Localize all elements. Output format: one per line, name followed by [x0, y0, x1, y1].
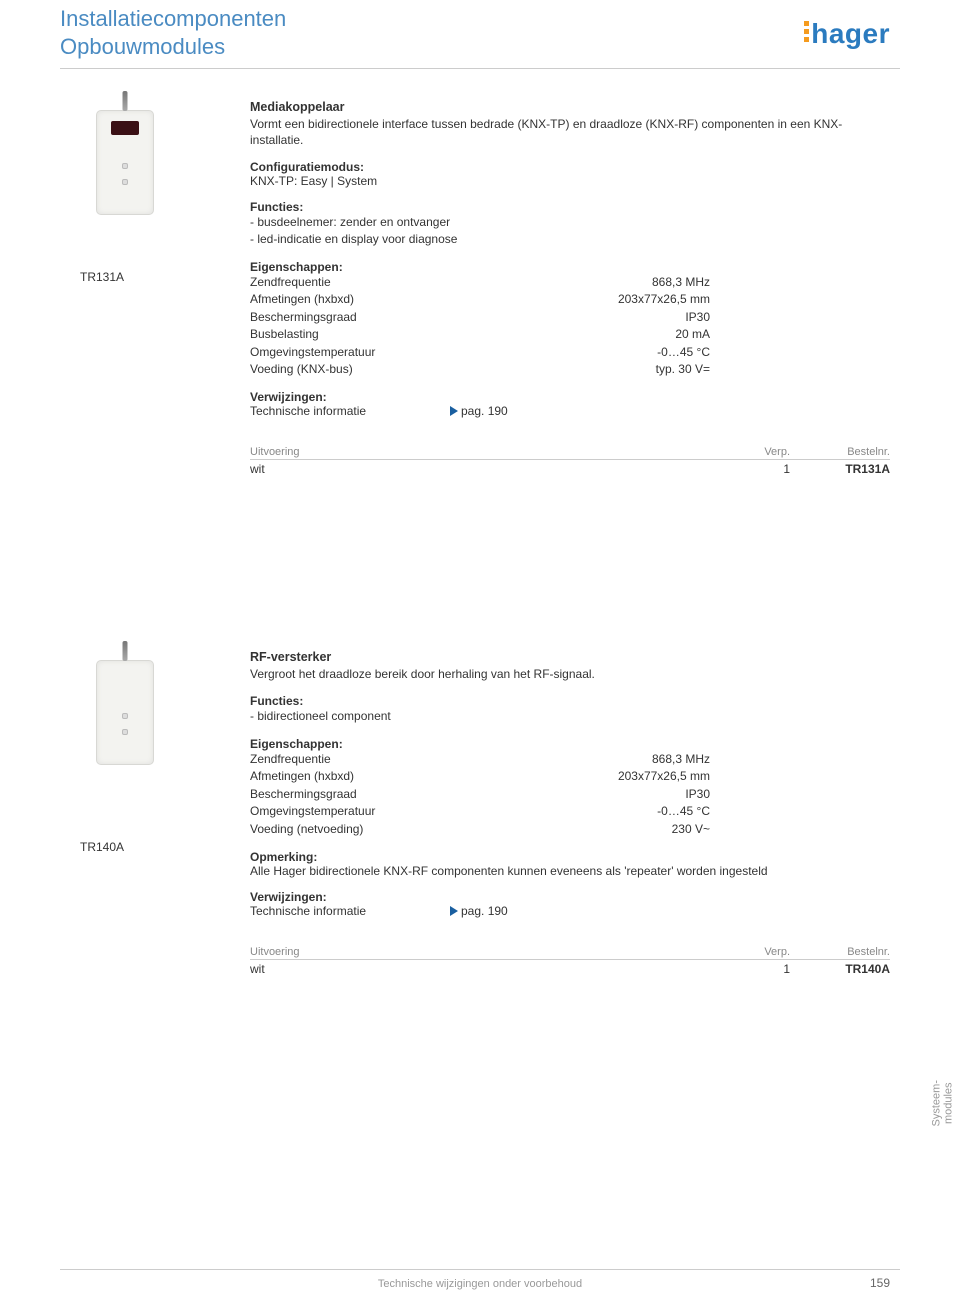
cell: TR131A: [790, 462, 890, 476]
product-description: Vormt een bidirectionele interface tusse…: [250, 116, 890, 148]
cell: 1: [730, 962, 790, 976]
col-header: Bestelnr.: [790, 946, 890, 958]
product-image: [90, 660, 160, 765]
prop-key: Beschermingsgraad: [250, 309, 450, 326]
table-row: wit 1 TR131A: [250, 460, 890, 476]
props-label: Eigenschappen:: [250, 737, 890, 751]
page-title: Installatiecomponenten Opbouwmodules: [60, 5, 286, 60]
list-item: - led-indicatie en display voor diagnose: [250, 231, 890, 248]
prop-key: Beschermingsgraad: [250, 786, 450, 803]
prop-val: IP30: [450, 309, 710, 326]
model-code: TR140A: [80, 840, 124, 854]
prop-val: IP30: [450, 786, 710, 803]
prop-key: Voeding (KNX-bus): [250, 361, 450, 378]
refs-label: Verwijzingen:: [250, 890, 890, 904]
prop-key: Busbelasting: [250, 326, 450, 343]
properties-table: Zendfrequentie868,3 MHz Afmetingen (hxbx…: [250, 274, 710, 378]
order-table: Uitvoering Verp. Bestelnr. wit 1 TR131A: [250, 446, 890, 476]
functions-list: - bidirectioneel component: [250, 708, 890, 725]
cell: wit: [250, 462, 730, 476]
title-line2: Opbouwmodules: [60, 34, 225, 59]
functions-label: Functies:: [250, 200, 890, 214]
config-label: Configuratiemodus:: [250, 160, 890, 174]
order-table: Uitvoering Verp. Bestelnr. wit 1 TR140A: [250, 946, 890, 976]
footer-rule: [60, 1269, 900, 1270]
reference-row: Technische informatie pag. 190: [250, 404, 710, 418]
col-header: Bestelnr.: [790, 446, 890, 458]
prop-val: 20 mA: [450, 326, 710, 343]
prop-val: typ. 30 V=: [450, 361, 710, 378]
ref-val: pag. 190: [461, 404, 508, 418]
properties-table: Zendfrequentie868,3 MHz Afmetingen (hxbx…: [250, 751, 710, 838]
prop-val: 868,3 MHz: [450, 751, 710, 768]
col-header: Verp.: [730, 446, 790, 458]
prop-val: -0…45 °C: [450, 344, 710, 361]
prop-val: 230 V~: [450, 821, 710, 838]
prop-key: Omgevingstemperatuur: [250, 344, 450, 361]
col-header: Verp.: [730, 946, 790, 958]
props-label: Eigenschappen:: [250, 260, 890, 274]
prop-key: Voeding (netvoeding): [250, 821, 450, 838]
functions-label: Functies:: [250, 694, 890, 708]
title-line1: Installatiecomponenten: [60, 6, 286, 31]
cell: wit: [250, 962, 730, 976]
prop-val: 203x77x26,5 mm: [450, 768, 710, 785]
list-item: - bidirectioneel component: [250, 708, 890, 725]
col-header: Uitvoering: [250, 946, 730, 958]
prop-key: Zendfrequentie: [250, 751, 450, 768]
header-rule: [60, 68, 900, 69]
list-item: - busdeelnemer: zender en ontvanger: [250, 214, 890, 231]
brand-logo: hager: [804, 18, 890, 50]
link-arrow-icon: [450, 406, 458, 416]
cell: 1: [730, 462, 790, 476]
prop-key: Afmetingen (hxbxd): [250, 768, 450, 785]
prop-key: Omgevingstemperatuur: [250, 803, 450, 820]
brand-name: hager: [811, 18, 890, 49]
product-image: [90, 110, 160, 215]
remark-label: Opmerking:: [250, 850, 890, 864]
product-block-tr140a: TR140A RF-versterker Vergroot het draadl…: [60, 650, 900, 976]
logo-dots-icon: [804, 21, 809, 45]
side-tab-label: Systeem-modules: [930, 1080, 954, 1126]
ref-val: pag. 190: [461, 904, 508, 918]
prop-val: -0…45 °C: [450, 803, 710, 820]
table-row: wit 1 TR140A: [250, 960, 890, 976]
prop-key: Zendfrequentie: [250, 274, 450, 291]
refs-label: Verwijzingen:: [250, 390, 890, 404]
prop-val: 203x77x26,5 mm: [450, 291, 710, 308]
model-code: TR131A: [80, 270, 124, 284]
prop-key: Afmetingen (hxbxd): [250, 291, 450, 308]
prop-val: 868,3 MHz: [450, 274, 710, 291]
product-title: Mediakoppelaar: [250, 100, 890, 114]
page-number: 159: [870, 1276, 890, 1290]
product-block-tr131a: TR131A Mediakoppelaar Vormt een bidirect…: [60, 100, 900, 476]
footer-text: Technische wijzigingen onder voorbehoud: [0, 1278, 960, 1290]
link-arrow-icon: [450, 906, 458, 916]
ref-key: Technische informatie: [250, 904, 450, 918]
product-title: RF-versterker: [250, 650, 890, 664]
config-value: KNX-TP: Easy | System: [250, 174, 890, 188]
col-header: Uitvoering: [250, 446, 730, 458]
remark-text: Alle Hager bidirectionele KNX-RF compone…: [250, 864, 890, 878]
functions-list: - busdeelnemer: zender en ontvanger - le…: [250, 214, 890, 248]
reference-row: Technische informatie pag. 190: [250, 904, 710, 918]
ref-key: Technische informatie: [250, 404, 450, 418]
product-description: Vergroot het draadloze bereik door herha…: [250, 666, 890, 682]
cell: TR140A: [790, 962, 890, 976]
